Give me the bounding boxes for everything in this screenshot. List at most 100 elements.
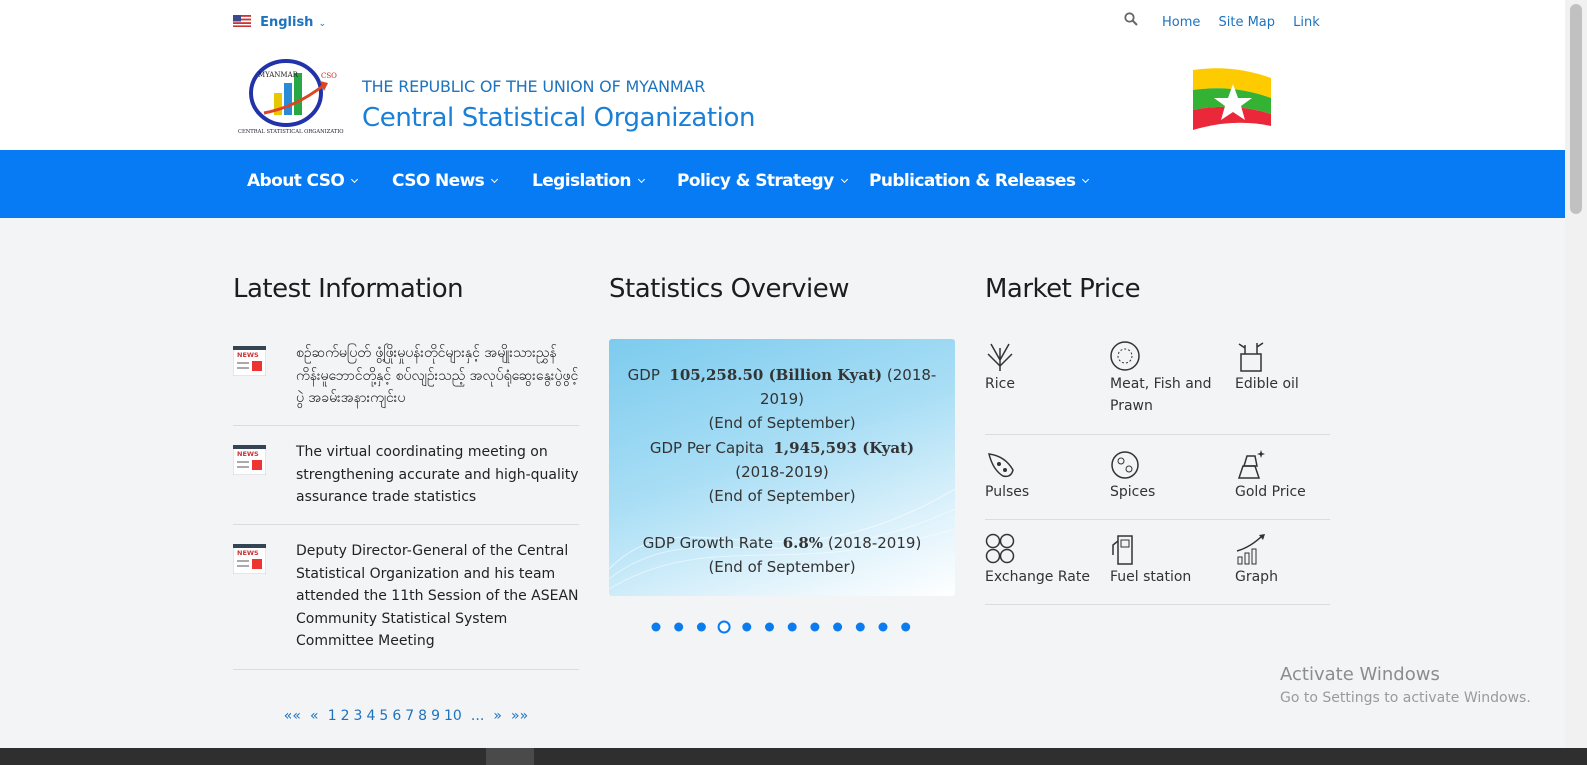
page-last[interactable]: »» (511, 708, 529, 724)
top-link[interactable]: Home (1162, 15, 1201, 30)
top-link[interactable]: Link (1293, 15, 1320, 30)
news-icon: NEWS (233, 544, 266, 574)
stat-period: (2018-2019) (827, 534, 922, 552)
page-numbers: 1 2 3 4 5 6 7 8 9 10 (326, 705, 464, 724)
market-label: Fuel station (1110, 569, 1192, 585)
section-title: Market Price (985, 274, 1141, 304)
market-item[interactable]: Rice (985, 340, 1105, 395)
page-number[interactable]: 10 (444, 708, 462, 724)
slide-dot[interactable] (810, 622, 820, 632)
stat-item: GDP Per Capita 1,945,593 (Kyat) (2018-20… (609, 436, 955, 508)
taskbar-item[interactable] (486, 748, 534, 765)
page-number[interactable]: 8 (418, 708, 428, 724)
page-first[interactable]: «« (283, 708, 301, 724)
us-flag (233, 15, 251, 27)
market-item[interactable]: Edible oil (1235, 340, 1355, 395)
slide-dot-active[interactable] (717, 620, 731, 634)
cso-logo[interactable]: MYANMAR CSO CENTRAL STATISTICAL ORGANIZA… (236, 55, 344, 139)
market-item[interactable]: Exchange Rate (985, 533, 1105, 588)
market-item[interactable]: Spices (1110, 448, 1230, 503)
market-item[interactable]: Pulses (985, 448, 1105, 503)
page-number[interactable]: 3 (353, 708, 363, 724)
stat-period: (2018-2019) (735, 463, 829, 481)
slide-dot[interactable] (742, 622, 752, 632)
slide-dot[interactable] (696, 622, 706, 632)
stat-label: GDP Per Capita (649, 439, 764, 457)
market-label: Graph (1235, 569, 1278, 585)
search-icon[interactable] (1124, 12, 1138, 26)
logo-text: CSO (321, 72, 337, 80)
scrollbar[interactable] (1565, 0, 1587, 748)
spices-icon (1111, 451, 1139, 479)
page-ellipsis[interactable]: ... (470, 708, 485, 724)
news-item[interactable]: NEWS Deputy Director-General of the Cent… (233, 540, 579, 670)
language-link[interactable]: English (260, 15, 314, 30)
page-number[interactable]: 9 (431, 708, 440, 724)
stats-slide: GDP 105,258.50 (Billion Kyat) (2018-2019… (609, 339, 955, 596)
slide-dot[interactable] (674, 622, 684, 632)
myanmar-flag (1193, 68, 1271, 130)
exchange-icon (985, 533, 1015, 564)
news-icon: NEWS (233, 346, 266, 376)
market-label: Spices (1110, 484, 1156, 500)
watermark-text: Go to Settings to activate Windows. (1280, 690, 1531, 706)
language-selector[interactable]: English ⌄ (233, 11, 326, 30)
slide-waves (609, 488, 955, 590)
slide-dot[interactable] (765, 622, 774, 632)
stat-value: 6.8% (782, 534, 824, 552)
news-text[interactable]: The virtual coordinating meeting on stre… (296, 444, 579, 505)
nav-item[interactable]: About CSO (247, 171, 357, 191)
nav-item[interactable]: CSO News (392, 171, 497, 191)
news-text[interactable]: Deputy Director-General of the Central S… (296, 543, 579, 649)
stat-period: (2018-2019) (759, 366, 937, 408)
top-links: Home Site Map Link (1162, 11, 1320, 30)
stat-label: GDP Growth Rate (642, 534, 774, 552)
meat-icon (1110, 341, 1140, 371)
scroll-thumb[interactable] (1570, 4, 1582, 214)
slide-indicators (651, 620, 911, 634)
news-text[interactable]: စဉ်ဆက်မပြတ် ဖွံ့ဖြိုးမှုပန်းတိုင်များနှင… (296, 345, 579, 406)
market-item[interactable]: Meat, Fish and Prawn (1110, 340, 1230, 417)
pulses-icon (988, 453, 1014, 478)
main-nav: About CSO CSO News Legislation Policy & … (0, 150, 1565, 218)
stat-value: 1,945,593 (Kyat) (773, 439, 915, 457)
header-subtitle: THE REPUBLIC OF THE UNION OF MYANMAR (362, 77, 706, 96)
page-next[interactable]: » (493, 708, 502, 724)
market-label: Meat, Fish and Prawn (1110, 376, 1212, 414)
page-number[interactable]: 4 (366, 708, 376, 724)
slide-dot[interactable] (855, 622, 865, 632)
market-label: Gold Price (1235, 484, 1306, 500)
logo-text: MYANMAR (258, 71, 299, 79)
rice-icon (987, 343, 1013, 371)
page-number[interactable]: 5 (379, 708, 389, 724)
separator (985, 434, 1330, 435)
market-item[interactable]: Fuel station (1110, 533, 1230, 588)
slide-dot[interactable] (787, 622, 797, 632)
nav-item[interactable]: Publication & Releases (869, 171, 1088, 191)
page-prev[interactable]: « (310, 708, 319, 724)
slide-dot[interactable] (833, 622, 843, 632)
news-icon-label: NEWS (237, 351, 259, 359)
market-item[interactable]: Gold Price (1235, 448, 1355, 503)
slide-dot[interactable] (878, 622, 888, 632)
nav-item[interactable]: Legislation (532, 171, 644, 191)
nav-item[interactable]: Policy & Strategy (677, 171, 847, 191)
slide-dot[interactable] (901, 622, 911, 632)
news-item[interactable]: NEWS The virtual coordinating meeting on… (233, 441, 579, 525)
news-item[interactable]: NEWS စဉ်ဆက်မပြတ် ဖွံ့ဖြိုးမှုပန်းတိုင်မျ… (233, 342, 579, 426)
page-number[interactable]: 7 (405, 708, 415, 724)
gold-icon (1237, 450, 1265, 479)
stat-note: (End of September) (708, 558, 856, 576)
slide-dot[interactable] (651, 622, 661, 632)
separator (985, 604, 1330, 605)
page-number[interactable]: 6 (392, 708, 402, 724)
market-item[interactable]: Graph (1235, 533, 1355, 588)
news-icon: NEWS (233, 445, 266, 475)
watermark-title: Activate Windows (1280, 664, 1440, 685)
stat-item: GDP Growth Rate 6.8% (2018-2019) (End of… (609, 531, 955, 579)
page-number[interactable]: 2 (340, 708, 350, 724)
stat-value: 105,258.50 (Billion Kyat) (669, 366, 883, 384)
page-number[interactable]: 1 (327, 708, 337, 724)
top-link[interactable]: Site Map (1218, 15, 1276, 30)
